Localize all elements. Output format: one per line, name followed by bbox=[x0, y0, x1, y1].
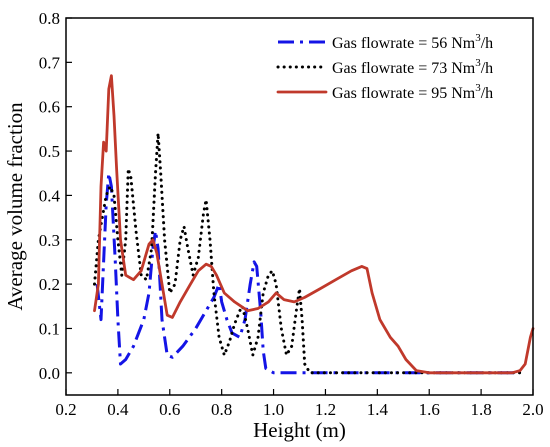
y-tick-label: 0.3 bbox=[39, 231, 60, 250]
plot-frame bbox=[65, 17, 534, 396]
legend-label-superscript: 3 bbox=[475, 82, 481, 94]
x-tick-label: 2.0 bbox=[522, 400, 543, 419]
x-tick-label: 1.0 bbox=[263, 400, 284, 419]
legend-label-unit: /h bbox=[481, 35, 493, 52]
series-line-1 bbox=[93, 131, 522, 375]
y-tick-label: 0.4 bbox=[39, 186, 61, 205]
y-tick-label: 0.2 bbox=[39, 275, 60, 294]
x-axis-title: Height (m) bbox=[253, 418, 346, 442]
series-line-0 bbox=[95, 171, 520, 375]
y-tick-label: 0.5 bbox=[39, 142, 60, 161]
x-tick-label: 0.4 bbox=[107, 400, 129, 419]
y-tick-label: 0.7 bbox=[39, 53, 61, 72]
y-tick-label: 0.1 bbox=[39, 319, 60, 338]
legend-label: Gas flowrate = 56 Nm3/h bbox=[332, 32, 493, 52]
legend-label: Gas flowrate = 95 Nm3/h bbox=[332, 82, 493, 102]
x-tick-label: 1.2 bbox=[315, 400, 336, 419]
x-tick-label: 0.2 bbox=[55, 400, 76, 419]
x-tick-label: 1.8 bbox=[470, 400, 491, 419]
x-tick-label: 0.8 bbox=[211, 400, 232, 419]
y-axis-title: Average volume fraction bbox=[3, 102, 27, 311]
y-tick-label: 0.0 bbox=[39, 364, 60, 383]
y-tick-label: 0.6 bbox=[39, 98, 60, 117]
x-tick-label: 0.6 bbox=[159, 400, 180, 419]
legend-label-superscript: 3 bbox=[475, 57, 481, 69]
legend-label-superscript: 3 bbox=[475, 32, 481, 44]
legend-label-text: Gas flowrate = 73 Nm bbox=[332, 60, 476, 77]
x-tick-label: 1.4 bbox=[367, 400, 389, 419]
series-line-2 bbox=[93, 74, 535, 375]
y-tick-label: 0.8 bbox=[39, 9, 60, 28]
ticks-layer: 0.2 0.4 0.6 0.8 1.0 1.2 1.4 1.6 1.8 2.0 0.0 0.1 0.2 0… bbox=[39, 9, 544, 419]
legend-label-text: Gas flowrate = 56 Nm bbox=[332, 35, 476, 52]
series-layer bbox=[93, 74, 535, 375]
x-tick-label: 1.6 bbox=[419, 400, 440, 419]
legend-label-text: Gas flowrate = 95 Nm bbox=[332, 85, 476, 102]
legend-label: Gas flowrate = 73 Nm3/h bbox=[332, 57, 493, 77]
legend-label-unit: /h bbox=[481, 85, 493, 102]
legend-label-unit: /h bbox=[481, 60, 493, 77]
